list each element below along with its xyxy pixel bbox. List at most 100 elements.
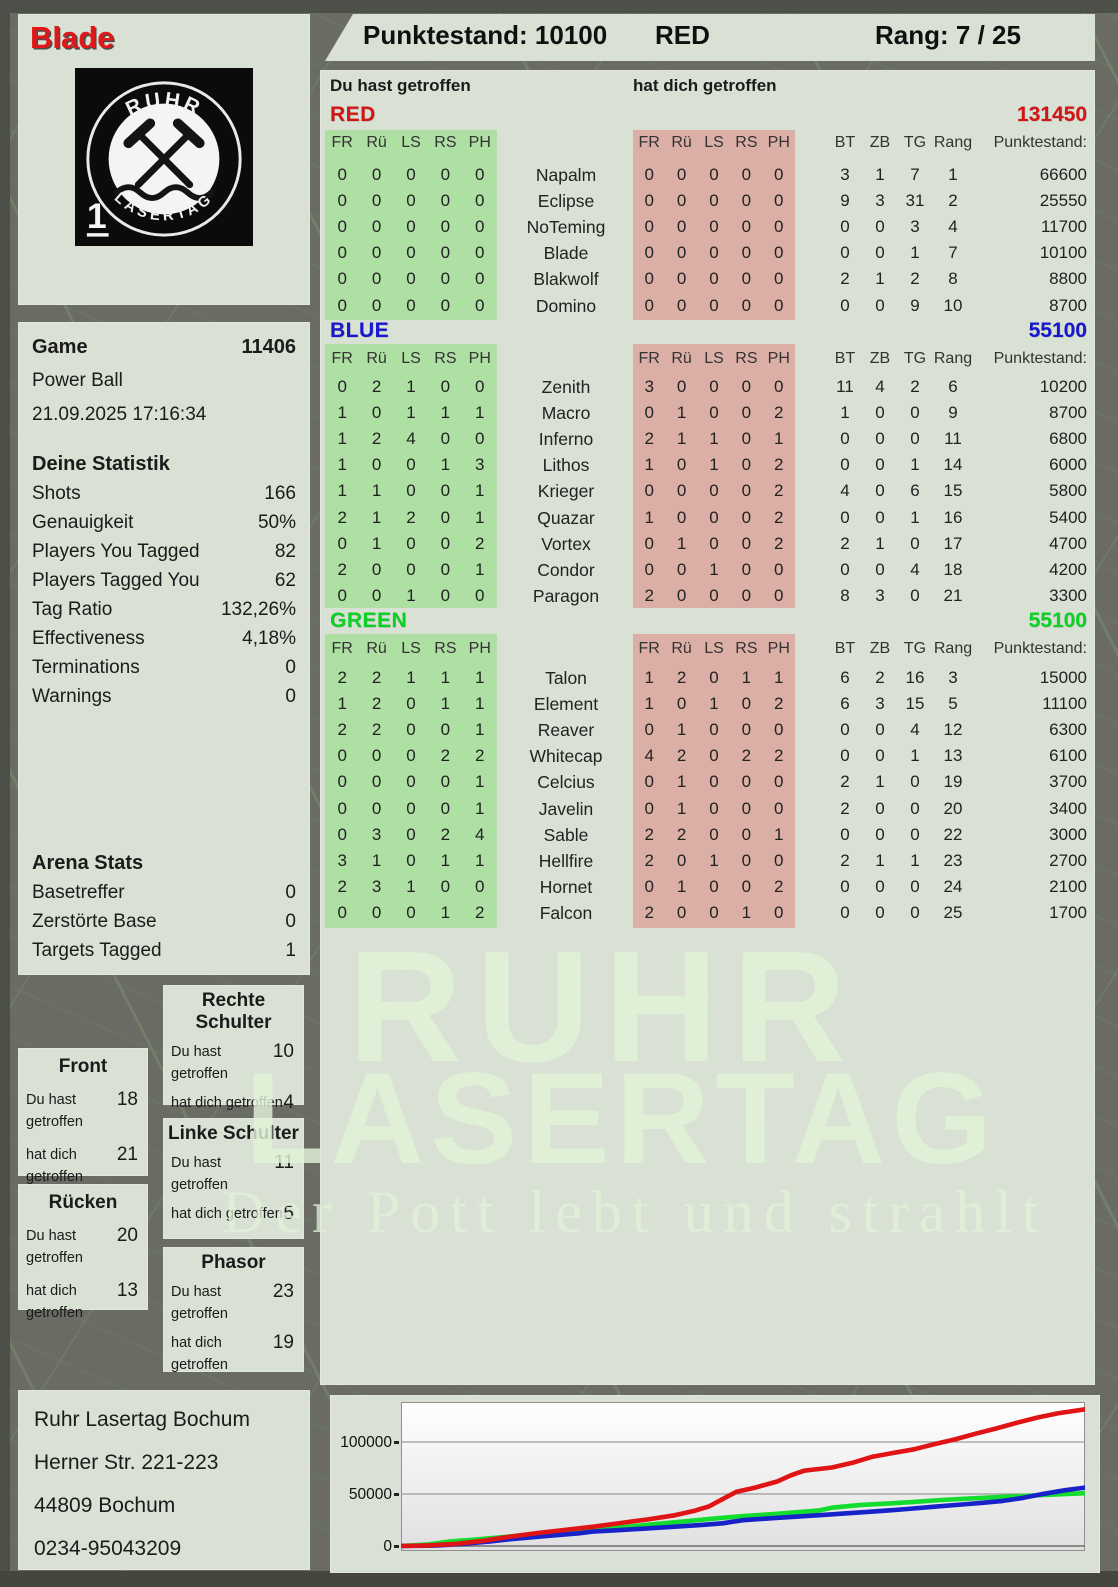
- table-cell: 2: [840, 798, 850, 818]
- table-cell: 0: [440, 295, 451, 315]
- hat-dich-getroffen-block: [633, 344, 795, 608]
- table-cell: 3: [910, 217, 920, 237]
- table-cell: 1: [475, 850, 485, 870]
- table-cell: 0: [337, 746, 347, 766]
- table-cell: LS: [704, 640, 724, 657]
- ytick-mark: [394, 1493, 399, 1496]
- table-cell: 0: [875, 902, 885, 922]
- table-cell: 0: [676, 377, 687, 396]
- table-cell: 1: [644, 507, 654, 527]
- table-cell: 1: [910, 850, 920, 870]
- table-cell: PH: [767, 640, 790, 657]
- table-cell: 2: [371, 429, 382, 449]
- table-cell: 1: [875, 772, 885, 792]
- table-cell: 2: [774, 507, 784, 527]
- team-name: RED: [330, 103, 376, 126]
- table-cell: Condor: [537, 559, 595, 580]
- hitbox-phasor: Phasor Du hast getroffen 23 hat dich getr…: [163, 1247, 304, 1373]
- table-cell: 0: [709, 243, 719, 263]
- table-cell: 1: [875, 165, 885, 184]
- table-cell: 1: [440, 902, 451, 922]
- table-cell: 1: [475, 668, 485, 687]
- table-cell: 0: [709, 533, 719, 553]
- table-cell: 0: [440, 481, 451, 501]
- table-cell: 0: [741, 694, 752, 714]
- stat-row: Zerstörte Base 0: [32, 911, 296, 932]
- table-cell: FR: [331, 350, 353, 367]
- table-cell: 11100: [1042, 694, 1087, 714]
- table-cell: 2: [840, 772, 850, 792]
- game-label: Game: [32, 336, 88, 358]
- table-cell: 0: [741, 850, 752, 870]
- table-cell: 10: [943, 295, 963, 315]
- table-cell: 0: [875, 746, 885, 766]
- table-cell: 2: [644, 585, 654, 605]
- table-cell: 0: [406, 533, 416, 553]
- table-cell: 0: [440, 533, 451, 553]
- stat-row: Tag Ratio 132,26%: [32, 599, 296, 620]
- stat-row: Genauigkeit 50%: [32, 512, 296, 533]
- table-cell: 22: [943, 824, 963, 844]
- table-cell: 0: [337, 824, 347, 844]
- table-cell: 0: [774, 191, 784, 211]
- table-cell: 1: [676, 429, 687, 449]
- table-cell: 2: [475, 533, 485, 553]
- table-cell: 0: [875, 429, 885, 449]
- table-cell: 3: [948, 668, 958, 687]
- table-cell: 0: [406, 165, 416, 184]
- table-cell: 0: [910, 585, 920, 605]
- table-cell: 0: [337, 295, 347, 315]
- stat-row: Shots 166: [32, 483, 296, 504]
- table-cell: 0: [406, 481, 416, 501]
- table-cell: 0: [875, 243, 885, 263]
- table-cell: 6: [840, 694, 850, 714]
- table-cell: 2: [644, 824, 654, 844]
- table-cell: 3: [875, 585, 885, 605]
- table-cell: 8700: [1049, 403, 1087, 423]
- table-cell: 0: [840, 559, 850, 579]
- table-cell: 0: [440, 429, 451, 449]
- table-cell: 0: [337, 269, 347, 289]
- table-cell: 2: [676, 824, 687, 844]
- table-cell: 1: [709, 455, 719, 475]
- table-cell: 2: [875, 668, 885, 687]
- table-cell: 0: [371, 772, 382, 792]
- table-cell: 0: [774, 243, 784, 263]
- address-line: Herner Str. 221-223: [34, 1451, 219, 1474]
- table-cell: 0: [676, 217, 687, 237]
- table-cell: 0: [709, 720, 719, 740]
- table-cell: 10200: [1039, 377, 1087, 396]
- table-cell: Quazar: [537, 507, 595, 528]
- table-cell: PH: [767, 350, 790, 367]
- address-line: 44809 Bochum: [34, 1494, 176, 1517]
- table-cell: 0: [475, 585, 485, 605]
- svg-text:1: 1: [87, 196, 107, 236]
- table-cell: 0: [709, 507, 719, 527]
- table-cell: Rü: [671, 134, 692, 151]
- table-cell: 0: [644, 798, 654, 818]
- stat-row: Basetreffer 0: [32, 882, 296, 903]
- table-cell: 24: [943, 876, 963, 896]
- table-cell: 6000: [1049, 455, 1087, 475]
- table-cell: 0: [774, 902, 784, 922]
- table-cell: Talon: [545, 668, 587, 688]
- table-cell: 0: [875, 295, 885, 315]
- table-cell: RS: [434, 640, 457, 657]
- table-cell: 0: [741, 269, 752, 289]
- table-cell: 1: [709, 694, 719, 714]
- table-cell: PH: [468, 350, 491, 367]
- table-cell: 0: [875, 481, 885, 501]
- table-cell: 1: [371, 481, 382, 501]
- table-cell: 2: [644, 850, 654, 870]
- table-cell: 0: [910, 902, 920, 922]
- table-cell: 0: [709, 772, 719, 792]
- table-cell: 0: [709, 668, 719, 687]
- address-line: 0234-95043209: [34, 1537, 182, 1560]
- table-cell: 1: [337, 403, 347, 423]
- table-cell: 0: [371, 165, 382, 184]
- table-cell: 0: [840, 902, 850, 922]
- table-cell: 0: [676, 850, 687, 870]
- table-cell: Celcius: [537, 772, 595, 793]
- table-cell: 3300: [1049, 585, 1087, 605]
